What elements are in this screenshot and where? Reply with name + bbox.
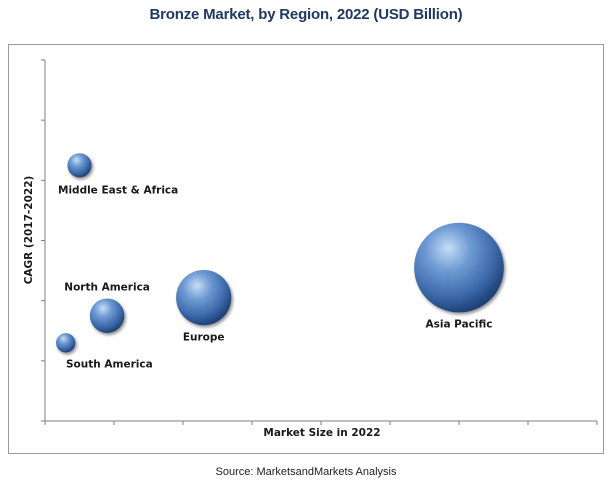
bubble-label-asia-pacific: Asia Pacific xyxy=(425,318,492,330)
bubble-label-south-america: South America xyxy=(66,358,153,370)
bubble-south-america xyxy=(56,333,76,353)
bubble-label-north-america: North America xyxy=(64,281,150,293)
bubble-label-middle-east-africa: Middle East & Africa xyxy=(58,184,178,196)
chart-frame xyxy=(8,44,604,454)
bubble-asia-pacific xyxy=(414,222,504,313)
bubble-middle-east-africa xyxy=(67,153,92,178)
source-note: Source: MarketsandMarkets Analysis xyxy=(215,466,397,478)
x-axis-label: Market Size in 2022 xyxy=(263,427,380,439)
chart-title: Bronze Market, by Region, 2022 (USD Bill… xyxy=(149,6,463,23)
y-axis-label: CAGR (2017-2022) xyxy=(23,176,35,285)
bubble-north-america xyxy=(89,298,125,333)
bubble-europe xyxy=(176,270,232,326)
bubble-label-europe: Europe xyxy=(183,331,225,343)
